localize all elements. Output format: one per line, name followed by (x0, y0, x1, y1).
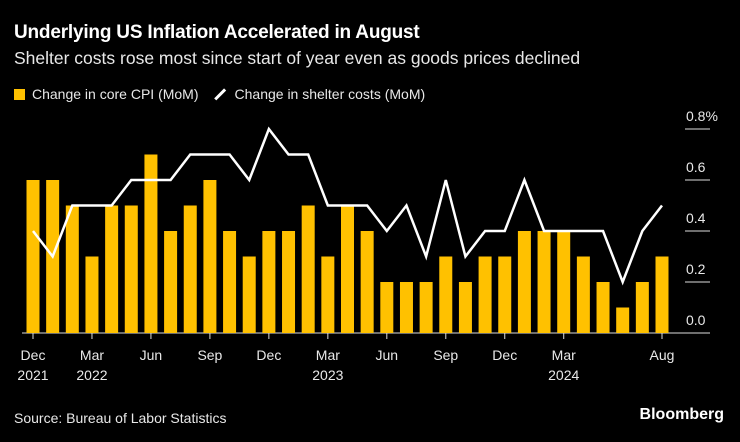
x-tick-label: Mar (80, 347, 104, 363)
bar-core-cpi (341, 205, 354, 333)
bar-core-cpi (144, 154, 158, 333)
y-tick-label: 0.4 (686, 210, 706, 226)
bar-core-cpi (517, 231, 531, 333)
bar-core-cpi (262, 231, 276, 333)
bar-core-cpi (419, 282, 433, 333)
bar-core-cpi (360, 231, 374, 333)
chart-title: Underlying US Inflation Accelerated in A… (14, 22, 420, 43)
x-tick-label: Jun (140, 347, 163, 363)
bar-core-cpi (498, 256, 512, 333)
x-tick-year: 2024 (548, 367, 579, 383)
bar-core-cpi (439, 256, 453, 333)
x-tick-label: Mar (552, 347, 576, 363)
bar-core-cpi (399, 282, 413, 333)
bloomberg-logo: Bloomberg (639, 406, 724, 423)
bar-core-cpi (616, 307, 630, 333)
legend-label-shelter: Change in shelter costs (MoM) (234, 86, 426, 102)
x-tick-label: Jun (376, 347, 399, 363)
bar-core-cpi (282, 231, 296, 333)
bar-core-cpi (26, 180, 40, 333)
x-tick-label: Dec (256, 347, 281, 363)
x-tick-year: 2022 (76, 367, 107, 383)
bar-core-cpi (124, 205, 138, 333)
y-tick-label: 0.8% (686, 108, 718, 124)
bar-core-cpi (576, 256, 590, 333)
line-shelter-costs (32, 126, 663, 286)
bar-core-cpi (164, 231, 178, 333)
x-tick-year: 2023 (312, 367, 343, 383)
x-tick-label: Dec (492, 347, 517, 363)
source-note: Source: Bureau of Labor Statistics (14, 410, 227, 426)
bar-core-cpi (635, 282, 649, 333)
bar-core-cpi (537, 231, 551, 333)
bar-core-cpi (242, 256, 256, 333)
bar-core-cpi (203, 180, 217, 333)
bar-core-cpi (458, 282, 472, 333)
bar-core-cpi (65, 205, 79, 333)
bar-core-cpi (380, 282, 394, 333)
x-tick-year: 2021 (17, 367, 48, 383)
bar-core-cpi (105, 205, 119, 333)
legend: Change in core CPI (MoM) Change in shelt… (14, 86, 425, 102)
x-tick-label: Sep (197, 347, 222, 363)
chart-subtitle: Shelter costs rose most since start of y… (14, 48, 581, 68)
legend-label-core-cpi: Change in core CPI (MoM) (32, 86, 199, 102)
bar-core-cpi (301, 205, 315, 333)
legend-bar-swatch (14, 88, 25, 100)
x-tick-label: Aug (650, 347, 675, 363)
bar-core-cpi (655, 256, 669, 333)
bar-core-cpi (478, 256, 492, 333)
x-tick-label: Mar (316, 347, 340, 363)
y-tick-label: 0.0 (686, 312, 706, 328)
bar-core-cpi (557, 231, 571, 333)
bar-core-cpi (321, 256, 335, 333)
x-tick-label: Sep (433, 347, 458, 363)
y-tick-label: 0.6 (686, 159, 706, 175)
bar-core-cpi (85, 256, 99, 333)
y-tick-label: 0.2 (686, 261, 706, 277)
bar-core-cpi (596, 282, 610, 333)
bar-core-cpi (183, 205, 197, 333)
x-tick-label: Dec (21, 347, 46, 363)
bar-core-cpi (223, 231, 237, 333)
